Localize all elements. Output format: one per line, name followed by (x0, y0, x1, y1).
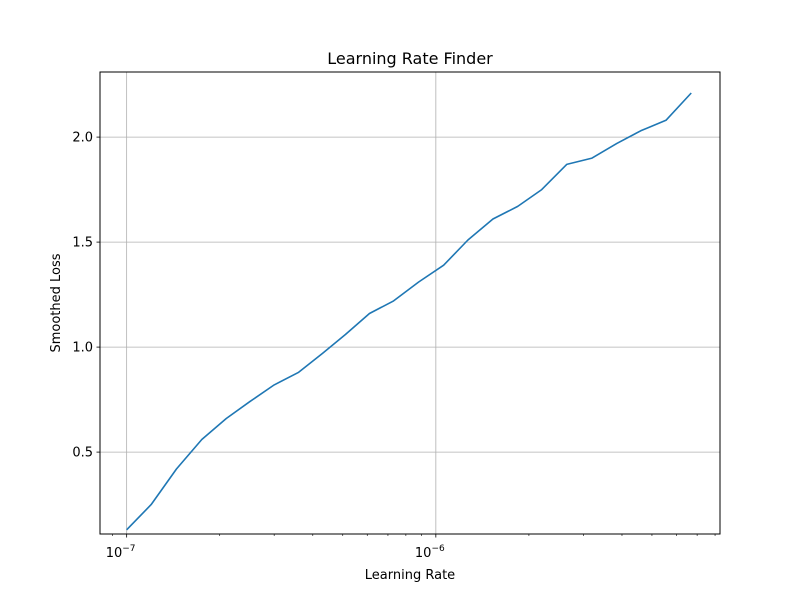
x-tick-label: 10−7 (106, 544, 136, 561)
ticks: 0.5 1.0 1.5 2.0 10−7 10−6 (72, 131, 716, 561)
grid (100, 72, 720, 534)
series-line (126, 92, 692, 531)
series-layer (126, 92, 692, 531)
y-tick-label: 0.5 (72, 446, 93, 461)
x-tick-label: 10−6 (415, 544, 445, 561)
x-axis-label: Learning Rate (365, 568, 455, 583)
y-axis-label: Smoothed Loss (49, 253, 64, 352)
y-tick-label: 1.0 (72, 341, 93, 356)
plot-frame (99, 71, 721, 535)
y-tick-label: 1.5 (72, 236, 93, 251)
chart-title: Learning Rate Finder (327, 49, 493, 68)
y-tick-label: 2.0 (72, 131, 93, 146)
